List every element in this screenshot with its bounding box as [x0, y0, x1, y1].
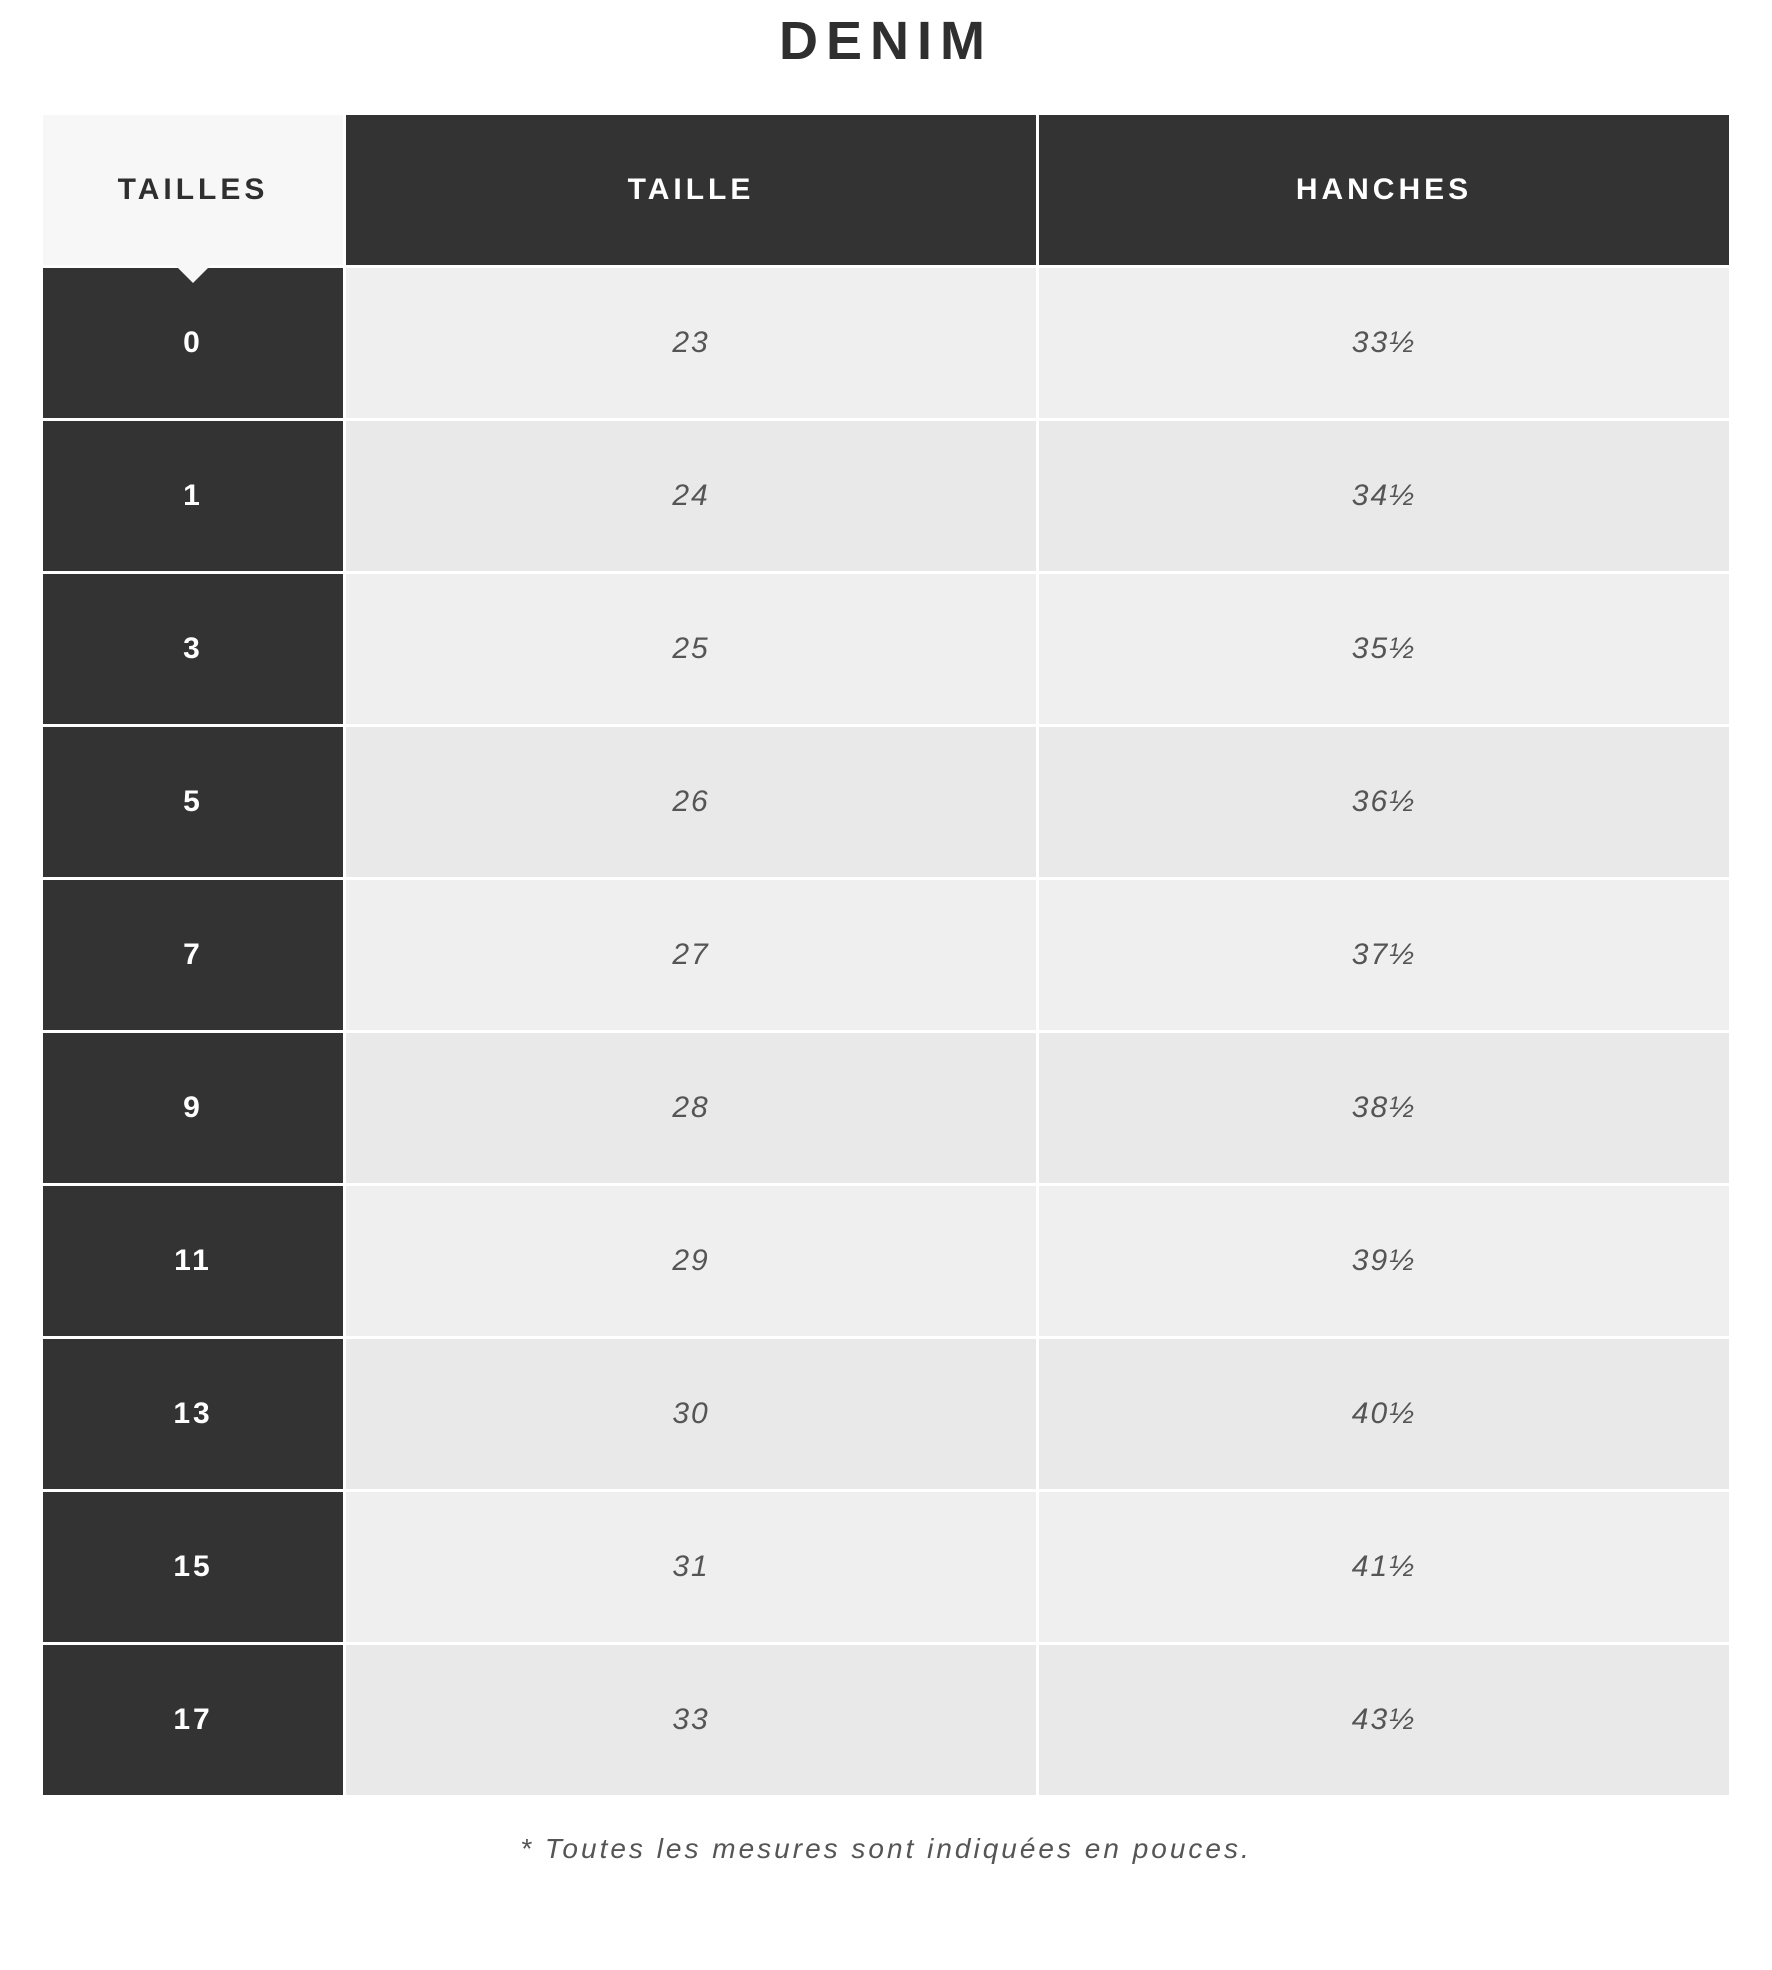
table-row: 3 25 35½ [43, 574, 1729, 724]
waist-cell: 29 [346, 1186, 1036, 1336]
hips-cell: 34½ [1039, 421, 1729, 571]
waist-cell: 27 [346, 880, 1036, 1030]
size-cell: 3 [43, 574, 343, 724]
table-row: 13 30 40½ [43, 1339, 1729, 1489]
table-row: 1 24 34½ [43, 421, 1729, 571]
waist-cell: 26 [346, 727, 1036, 877]
hips-cell: 41½ [1039, 1492, 1729, 1642]
table-row: 0 23 33½ [43, 268, 1729, 418]
hips-cell: 37½ [1039, 880, 1729, 1030]
size-cell: 13 [43, 1339, 343, 1489]
hips-cell: 36½ [1039, 727, 1729, 877]
col-header-hips: HANCHES [1039, 115, 1729, 265]
size-cell: 7 [43, 880, 343, 1030]
size-table-wrap: TAILLES TAILLE HANCHES 0 23 33½ 1 24 34½… [40, 112, 1732, 1798]
table-row: 7 27 37½ [43, 880, 1729, 1030]
waist-cell: 28 [346, 1033, 1036, 1183]
size-cell: 9 [43, 1033, 343, 1183]
waist-cell: 30 [346, 1339, 1036, 1489]
table-row: 5 26 36½ [43, 727, 1729, 877]
waist-cell: 24 [346, 421, 1036, 571]
size-cell: 1 [43, 421, 343, 571]
table-body: 0 23 33½ 1 24 34½ 3 25 35½ 5 26 36½ 7 27 [43, 268, 1729, 1795]
table-row: 15 31 41½ [43, 1492, 1729, 1642]
waist-cell: 31 [346, 1492, 1036, 1642]
footnote: * Toutes les mesures sont indiquées en p… [40, 1798, 1732, 1865]
size-cell: 15 [43, 1492, 343, 1642]
size-table: TAILLES TAILLE HANCHES 0 23 33½ 1 24 34½… [40, 112, 1732, 1798]
waist-cell: 33 [346, 1645, 1036, 1795]
waist-cell: 25 [346, 574, 1036, 724]
size-cell: 17 [43, 1645, 343, 1795]
size-cell: 5 [43, 727, 343, 877]
col-header-waist: TAILLE [346, 115, 1036, 265]
table-header-row: TAILLES TAILLE HANCHES [43, 115, 1729, 265]
hips-cell: 40½ [1039, 1339, 1729, 1489]
hips-cell: 43½ [1039, 1645, 1729, 1795]
col-header-sizes: TAILLES [43, 115, 343, 265]
hips-cell: 39½ [1039, 1186, 1729, 1336]
table-row: 9 28 38½ [43, 1033, 1729, 1183]
hips-cell: 35½ [1039, 574, 1729, 724]
table-row: 11 29 39½ [43, 1186, 1729, 1336]
hips-cell: 33½ [1039, 268, 1729, 418]
waist-cell: 23 [346, 268, 1036, 418]
table-row: 17 33 43½ [43, 1645, 1729, 1795]
hips-cell: 38½ [1039, 1033, 1729, 1183]
size-cell: 11 [43, 1186, 343, 1336]
size-cell: 0 [43, 268, 343, 418]
page-title: DENIM [40, 0, 1732, 112]
